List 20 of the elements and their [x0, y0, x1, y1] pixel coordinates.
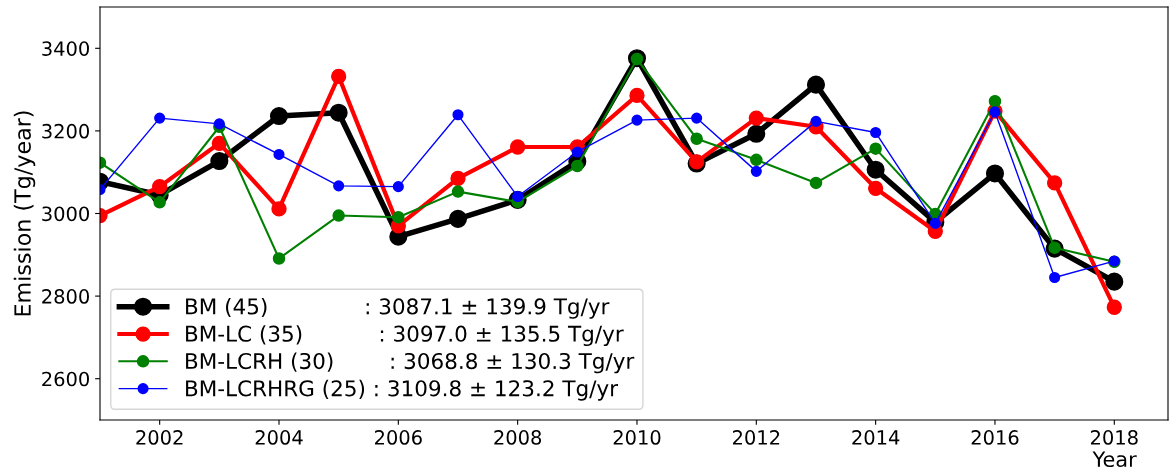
legend-label: BM-LC (35) : 3097.0 ± 135.5 Tg/yr [186, 325, 624, 347]
x-tick-label: 2016 [971, 430, 1019, 445]
y-tick-label: 3200 [42, 123, 89, 139]
x-tick-label: 2006 [375, 430, 422, 445]
y-tick-label: 2600 [42, 371, 89, 387]
x-axis-title: Year [1092, 451, 1137, 468]
x-tick-label: 2018 [1090, 430, 1138, 445]
x-tick-label: 2002 [136, 430, 183, 445]
legend-label: BM-LCRHRG (25) : 3109.8 ± 123.2 Tg/yr [186, 379, 619, 401]
y-tick-label: 3400 [42, 41, 89, 56]
x-tick-label: 2010 [613, 430, 661, 445]
legend-label: BM (45) : 3087.1 ± 139.9 Tg/yr [186, 297, 610, 319]
legend-label: BM-LCRH (30) : 3068.8 ± 130.3 Tg/yr [186, 352, 635, 374]
y-tick-label: 2800 [42, 289, 89, 304]
x-tick-label: 2004 [255, 430, 303, 445]
y-axis-title: Emission (Tg/year) [13, 111, 36, 316]
y-tick-label: 3000 [42, 206, 89, 222]
x-tick-label: 2012 [732, 430, 780, 445]
x-tick-label: 2008 [494, 430, 542, 445]
x-tick-label: 2014 [852, 430, 900, 445]
